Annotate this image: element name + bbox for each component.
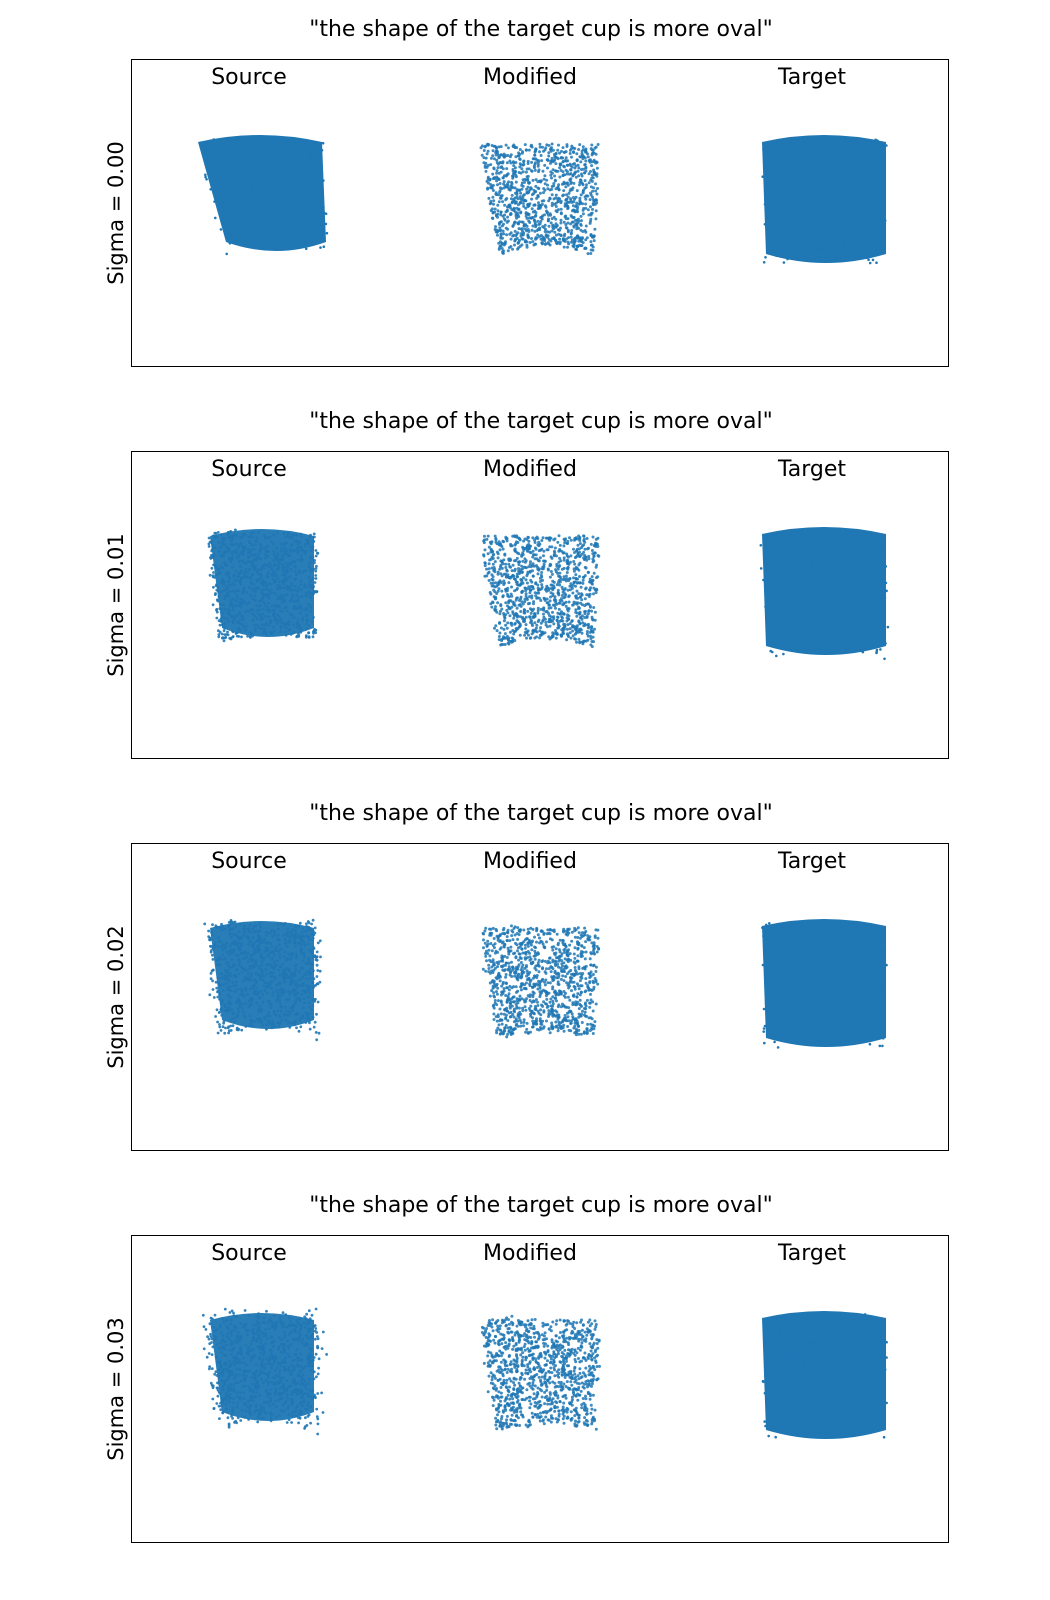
- plot-area: Source Modified Target: [131, 59, 949, 367]
- cloud-body: [762, 919, 886, 1047]
- column-label-source: Source: [211, 457, 287, 482]
- panel-sigma-0-03: "the shape of the target cup is more ova…: [0, 1188, 1050, 1580]
- panel-title: "the shape of the target cup is more ova…: [309, 1193, 773, 1218]
- column-label-source: Source: [211, 65, 287, 90]
- column-label-modified: Modified: [483, 457, 577, 482]
- plot-area: Source Modified Target: [131, 451, 949, 759]
- point-clouds: [207, 527, 890, 661]
- column-label-source: Source: [211, 849, 287, 874]
- panel-sigma-0-01: "the shape of the target cup is more ova…: [0, 404, 1050, 796]
- column-label-modified: Modified: [483, 65, 577, 90]
- plot-area: Source Modified Target: [131, 843, 949, 1151]
- panel-title: "the shape of the target cup is more ova…: [309, 801, 773, 826]
- column-label-source: Source: [211, 1241, 287, 1266]
- panel-sigma-0-02: "the shape of the target cup is more ova…: [0, 796, 1050, 1188]
- column-label-target: Target: [777, 1241, 847, 1266]
- point-clouds: [198, 135, 888, 265]
- cloud-body: [762, 1311, 886, 1439]
- y-axis-label: Sigma = 0.00: [104, 141, 128, 285]
- column-label-target: Target: [777, 457, 847, 482]
- panel-title: "the shape of the target cup is more ova…: [309, 17, 773, 42]
- column-label-modified: Modified: [483, 1241, 577, 1266]
- column-label-target: Target: [777, 65, 847, 90]
- plot-area: Source Modified Target: [131, 1235, 949, 1543]
- y-axis-label: Sigma = 0.02: [104, 925, 128, 1069]
- point-clouds: [203, 918, 888, 1049]
- point-clouds: [201, 1307, 888, 1439]
- y-axis-label: Sigma = 0.01: [104, 533, 128, 677]
- y-axis-label: Sigma = 0.03: [104, 1317, 128, 1461]
- column-label-target: Target: [777, 849, 847, 874]
- column-label-modified: Modified: [483, 849, 577, 874]
- panel-title: "the shape of the target cup is more ova…: [309, 409, 773, 434]
- panel-sigma-0-00: "the shape of the target cup is more ova…: [0, 12, 1050, 404]
- cloud-body: [762, 135, 886, 263]
- cloud-body: [762, 527, 886, 655]
